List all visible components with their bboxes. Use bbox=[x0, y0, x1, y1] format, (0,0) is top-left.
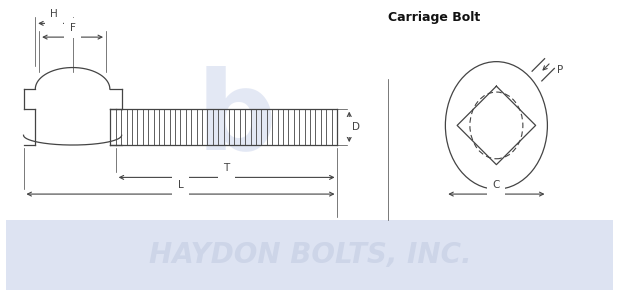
Text: C: C bbox=[493, 180, 500, 190]
Ellipse shape bbox=[470, 92, 523, 159]
Text: b: b bbox=[197, 65, 276, 172]
Bar bbox=[6, 219, 613, 290]
Text: F: F bbox=[70, 23, 76, 33]
Text: T: T bbox=[223, 163, 230, 173]
Text: P: P bbox=[556, 65, 563, 75]
Ellipse shape bbox=[446, 62, 547, 189]
Text: D: D bbox=[352, 122, 360, 132]
Text: L: L bbox=[178, 180, 183, 190]
Text: Carriage Bolt: Carriage Bolt bbox=[389, 11, 481, 24]
Text: HAYDON BOLTS, INC.: HAYDON BOLTS, INC. bbox=[149, 241, 471, 269]
Text: H: H bbox=[50, 9, 58, 19]
